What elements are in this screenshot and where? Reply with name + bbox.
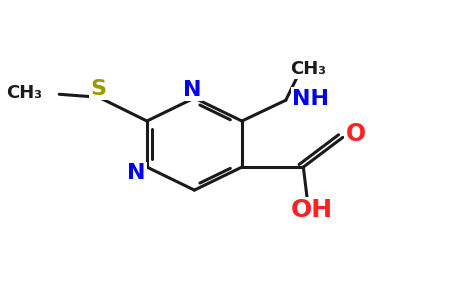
Text: CH₃: CH₃ (6, 84, 42, 102)
Text: OH: OH (291, 198, 333, 222)
Text: CH₃: CH₃ (290, 60, 326, 78)
Text: O: O (346, 122, 366, 146)
Text: N: N (183, 80, 202, 100)
Text: S: S (91, 79, 106, 99)
Text: NH: NH (292, 89, 330, 109)
Text: N: N (127, 163, 145, 183)
